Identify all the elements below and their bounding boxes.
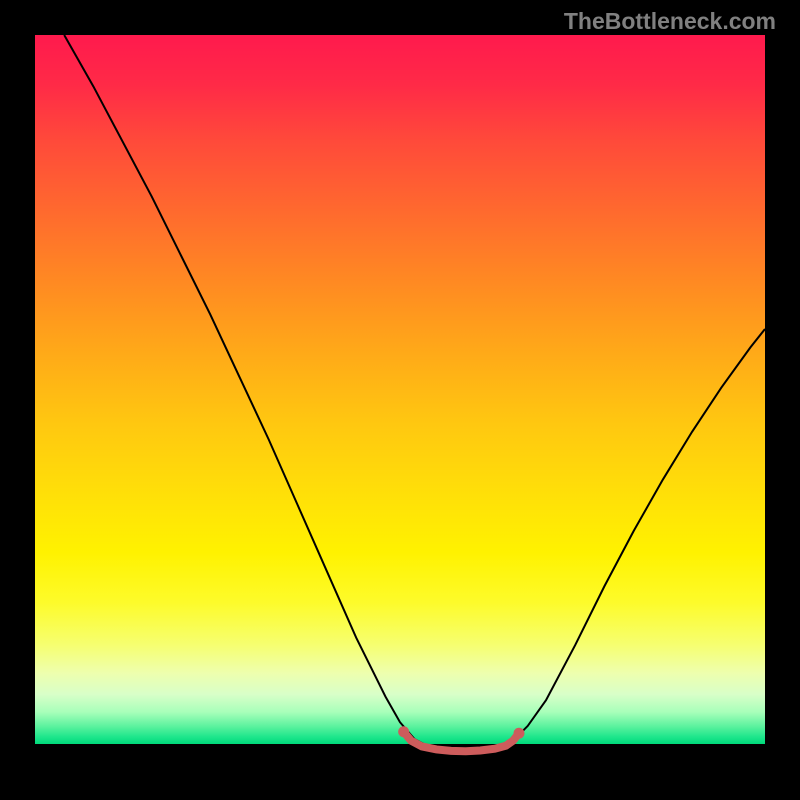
gradient-background [35,35,765,744]
chart-container: TheBottleneck.com [0,0,800,800]
watermark-text: TheBottleneck.com [564,8,776,35]
plot-area [35,35,765,770]
